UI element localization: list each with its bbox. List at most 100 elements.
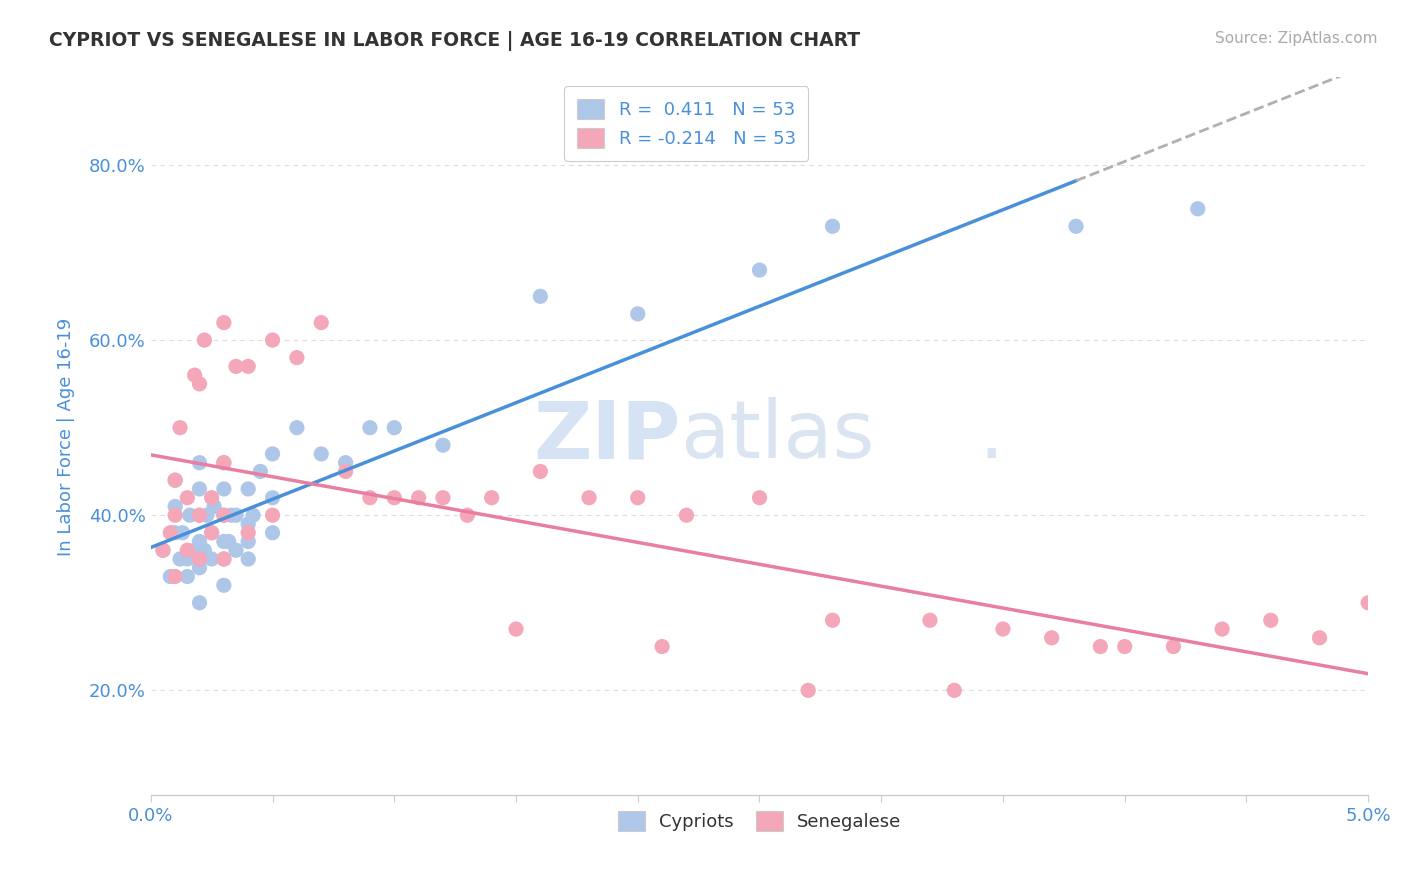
Point (238, 359, 260, 374)
Point (359, 420, 381, 434)
Point (1211, 622, 1233, 636)
Point (335, 456, 357, 470)
Point (212, 534, 235, 549)
Point (212, 508, 235, 523)
Point (309, 316, 332, 330)
Point (238, 534, 260, 549)
Point (176, 569, 198, 583)
Point (176, 543, 198, 558)
Point (212, 552, 235, 566)
Point (408, 491, 430, 505)
Legend: Cypriots, Senegalese: Cypriots, Senegalese (605, 798, 914, 844)
Point (382, 420, 405, 434)
Point (183, 368, 205, 383)
Point (262, 447, 284, 461)
Point (238, 525, 260, 540)
Point (238, 482, 260, 496)
Text: Source: ZipAtlas.com: Source: ZipAtlas.com (1215, 31, 1378, 46)
Point (188, 482, 211, 496)
Point (169, 552, 191, 566)
Point (821, 613, 844, 627)
Point (188, 552, 211, 566)
Text: ZIP: ZIP (533, 398, 681, 475)
Point (201, 552, 224, 566)
Point (627, 491, 650, 505)
Point (195, 508, 218, 523)
Point (432, 438, 454, 452)
Point (797, 683, 820, 698)
Point (212, 508, 235, 523)
Point (172, 525, 194, 540)
Point (152, 543, 174, 558)
Point (193, 543, 215, 558)
Point (165, 508, 187, 523)
Point (201, 525, 224, 540)
Text: atlas: atlas (681, 398, 875, 475)
Point (238, 516, 260, 531)
Point (651, 640, 673, 654)
Point (309, 447, 332, 461)
Point (165, 500, 187, 514)
Point (456, 508, 478, 523)
Point (675, 508, 697, 523)
Point (179, 508, 201, 523)
Point (242, 508, 264, 523)
Point (212, 552, 235, 566)
Point (627, 307, 650, 321)
Point (188, 376, 211, 391)
Y-axis label: In Labor Force | Age 16-19: In Labor Force | Age 16-19 (58, 318, 75, 556)
Point (165, 473, 187, 487)
Point (748, 491, 770, 505)
Point (991, 622, 1014, 636)
Point (1114, 640, 1136, 654)
Point (918, 613, 941, 627)
Point (165, 569, 187, 583)
Point (748, 263, 770, 277)
Point (188, 508, 211, 523)
Point (481, 491, 503, 505)
Point (529, 289, 551, 303)
Point (821, 219, 844, 234)
Point (225, 543, 247, 558)
Point (262, 525, 284, 540)
Point (262, 491, 284, 505)
Point (335, 465, 357, 479)
Point (1187, 202, 1209, 216)
Point (218, 534, 240, 549)
Point (188, 596, 211, 610)
Point (1163, 640, 1185, 654)
Point (219, 508, 242, 523)
Point (578, 491, 600, 505)
Point (159, 569, 181, 583)
Text: .: . (979, 398, 1004, 475)
Point (165, 473, 187, 487)
Point (943, 683, 966, 698)
Point (152, 543, 174, 558)
Point (212, 456, 235, 470)
Point (1090, 640, 1112, 654)
Point (176, 491, 198, 505)
Point (165, 525, 187, 540)
Point (262, 333, 284, 347)
Point (505, 622, 527, 636)
Point (1308, 631, 1330, 645)
Point (285, 420, 308, 434)
Text: CYPRIOT VS SENEGALESE IN LABOR FORCE | AGE 16-19 CORRELATION CHART: CYPRIOT VS SENEGALESE IN LABOR FORCE | A… (49, 31, 860, 51)
Point (188, 456, 211, 470)
Point (169, 420, 191, 434)
Point (249, 465, 271, 479)
Point (212, 316, 235, 330)
Point (285, 351, 308, 365)
Point (188, 508, 211, 523)
Point (1357, 596, 1379, 610)
Point (159, 525, 181, 540)
Point (359, 491, 381, 505)
Point (262, 508, 284, 523)
Point (201, 491, 224, 505)
Point (1040, 631, 1063, 645)
Point (183, 543, 205, 558)
Point (1064, 219, 1087, 234)
Point (432, 491, 454, 505)
Point (188, 560, 211, 574)
Point (212, 482, 235, 496)
